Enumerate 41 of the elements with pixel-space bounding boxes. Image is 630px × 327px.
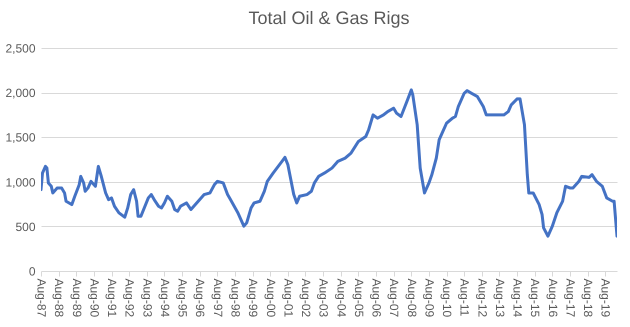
x-tick-label: Aug-05 xyxy=(352,278,366,318)
x-tick-label: Aug-13 xyxy=(492,278,507,318)
x-tick-label: Aug-03 xyxy=(316,278,331,318)
x-tick-label: Aug-19 xyxy=(598,278,613,318)
x-tick-label: Aug-02 xyxy=(298,278,313,318)
x-tick-label: Aug-97 xyxy=(210,278,225,318)
x-tick-label: Aug-17 xyxy=(563,278,578,318)
y-tick-label: 0 xyxy=(28,264,36,278)
x-tick-label: Aug-93 xyxy=(140,278,154,318)
x-tick-label: Aug-96 xyxy=(193,278,208,318)
x-tick-label: Aug-88 xyxy=(52,278,66,318)
x-tick-label: Aug-99 xyxy=(246,278,260,318)
y-tick-label: 1,500 xyxy=(5,130,36,145)
x-tick-label: Aug-09 xyxy=(422,278,436,318)
x-tick-label: Aug-16 xyxy=(546,278,560,318)
x-tick-label: Aug-91 xyxy=(105,278,120,318)
x-tick-label: Aug-00 xyxy=(264,278,278,318)
y-tick-label: 500 xyxy=(15,220,36,234)
x-tick-label: Aug-95 xyxy=(176,278,190,318)
x-tick-label: Aug-92 xyxy=(122,278,137,318)
chart-title: Total Oil & Gas Rigs xyxy=(248,8,410,28)
line-series xyxy=(41,88,617,238)
x-tick-label: Aug-90 xyxy=(87,278,102,318)
x-tick-label: Aug-04 xyxy=(334,278,348,318)
x-tick-label: Aug-11 xyxy=(458,278,472,317)
y-tick-label: 2,000 xyxy=(5,86,36,100)
x-tick-label: Aug-06 xyxy=(370,278,384,318)
x-tick-label: Aug-14 xyxy=(510,278,525,318)
x-tick-label: Aug-15 xyxy=(528,278,542,318)
x-tick-label: Aug-07 xyxy=(387,278,402,318)
y-tick-label: 2,500 xyxy=(5,42,36,56)
x-tick-label: Aug-87 xyxy=(34,278,48,318)
x-tick-label: Aug-18 xyxy=(581,278,596,318)
x-tick-label: Aug-98 xyxy=(228,278,242,318)
x-tick-label: Aug-12 xyxy=(475,278,490,318)
y-tick-label: 1,000 xyxy=(5,175,36,190)
x-tick-label: Aug-94 xyxy=(158,278,172,318)
x-tick-label: Aug-01 xyxy=(281,278,296,318)
x-tick-label: Aug-10 xyxy=(440,278,454,318)
x-tick-label: Aug-89 xyxy=(70,278,84,318)
x-tick-label: Aug-08 xyxy=(404,278,419,318)
